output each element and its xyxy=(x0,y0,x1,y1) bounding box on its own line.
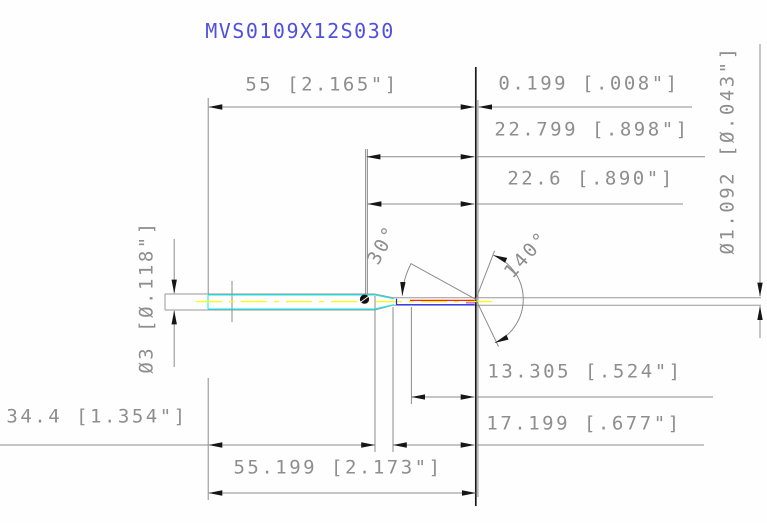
angle-30-construction xyxy=(400,262,476,300)
flute-line-blue xyxy=(395,298,475,306)
tool-outline xyxy=(164,293,761,311)
drawing-title: MVS0109X12S030 xyxy=(205,19,395,43)
dim-text-drill-diameter: Ø1.092 [Ø.043"] xyxy=(716,45,739,255)
dim-text-length-22-799: 22.799 [.898"] xyxy=(494,118,690,141)
dim-text-length-22-6: 22.6 [.890"] xyxy=(507,167,675,190)
taper-vertex-slash xyxy=(359,295,370,304)
dim-text-length-55: 55 [2.165"] xyxy=(245,73,399,96)
dim-text-shank-34-4: 34.4 [1.354"] xyxy=(6,405,188,428)
dim-text-overall-55-199: 55.199 [2.173"] xyxy=(233,456,443,479)
dimension-lines xyxy=(0,44,763,496)
dim-text-flute-13-305: 13.305 [.524"] xyxy=(487,360,683,383)
extension-lines xyxy=(207,98,479,500)
angle-140-construction xyxy=(475,250,524,347)
dim-text-flute-17-199: 17.199 [.677"] xyxy=(486,412,682,435)
dim-text-shank-diameter: Ø3 [Ø.118"] xyxy=(135,220,158,374)
dim-text-point-length: 0.199 [.008"] xyxy=(498,72,680,95)
